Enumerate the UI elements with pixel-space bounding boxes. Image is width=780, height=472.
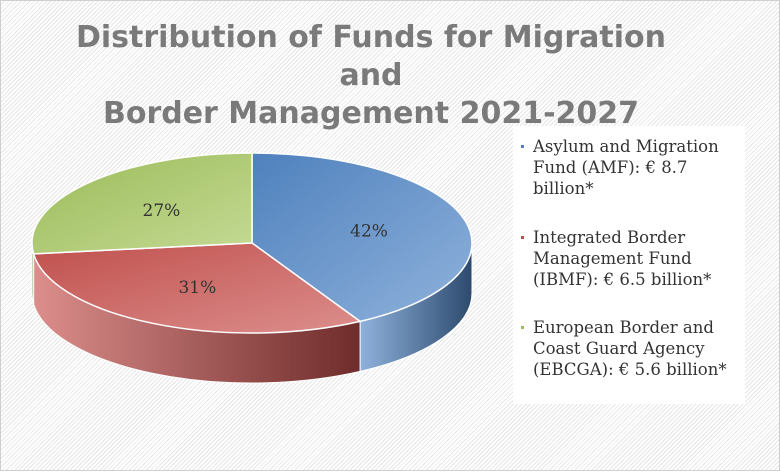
pie-label-ebcga: 27% [143,201,181,221]
pie-slice-ebcga [31,152,253,255]
pie-slice-ibmf [32,242,362,334]
pie-tops [31,152,473,334]
legend-text-amf: Asylum and Migration Fund (AMF): € 8.7 b… [533,137,719,198]
legend-text-ebcga: European Border and Coast Guard Agency (… [533,318,727,379]
chart-title: Distribution of Funds for Migration and … [61,19,681,133]
pie-label-ibmf: 31% [178,278,216,298]
pie-label-amf: 42% [350,221,388,241]
legend-marker-ibmf [521,236,524,239]
chart-title-line-2: Border Management 2021-2027 [102,96,640,131]
legend-item-ebcga: European Border and Coast Guard Agency (… [521,317,745,380]
legend-text-ibmf: Integrated Border Management Fund (IBMF)… [533,228,712,289]
legend-marker-ebcga [521,326,524,329]
legend-item-amf: Asylum and Migration Fund (AMF): € 8.7 b… [521,136,745,199]
pie-labels: 42% 31% 27% [143,201,388,298]
legend: Asylum and Migration Fund (AMF): € 8.7 b… [513,126,745,404]
legend-item-ibmf: Integrated Border Management Fund (IBMF)… [521,227,745,290]
pie-slice-amf [251,152,473,323]
legend-marker-amf [521,145,524,148]
chart-title-line-1: Distribution of Funds for Migration and [75,20,667,93]
